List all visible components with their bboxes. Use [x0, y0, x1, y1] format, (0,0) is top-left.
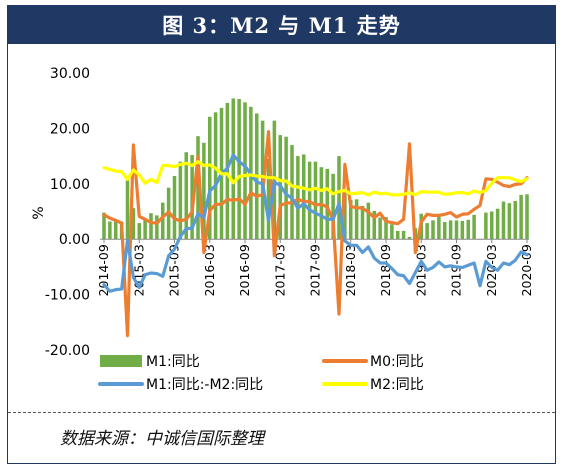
m1-bar: [313, 161, 318, 240]
m1-bar: [472, 214, 476, 240]
m1-bar: [272, 120, 277, 240]
m1-bar: [137, 223, 142, 240]
m1-bar: [343, 192, 347, 240]
m1-bar: [331, 173, 335, 240]
m1-bar: [519, 194, 523, 240]
x-tick-label: 2016-09: [237, 244, 252, 296]
m1-bar: [207, 116, 212, 240]
m1-bar: [372, 210, 377, 240]
m1-bar: [301, 154, 306, 240]
source-divider: [8, 412, 555, 413]
legend-m1-minus-m2-label: M1:同比:-M2:同比: [146, 377, 263, 393]
m1-bar: [131, 208, 136, 240]
m1-bar: [213, 112, 218, 240]
legend-m1-swatch: [100, 355, 142, 367]
x-tick-label: 2019-03: [413, 244, 428, 296]
x-tick-label: 2016-03: [202, 244, 217, 296]
legend-m1-label: M1:同比: [146, 354, 200, 370]
m1-bar: [507, 203, 512, 240]
m1-bar: [231, 98, 236, 240]
m1-bar: [108, 221, 112, 240]
m1-bar: [266, 158, 271, 240]
m1-bar: [225, 102, 230, 240]
m1-bar: [243, 102, 247, 240]
m1-bar: [390, 224, 394, 240]
figure-title: 图 3：M2 与 M1 走势: [8, 6, 555, 44]
m1-bar: [460, 220, 465, 240]
y-tick-label: 0.00: [59, 232, 90, 248]
y-tick-label: 30.00: [50, 66, 90, 82]
m1-bar: [448, 220, 453, 240]
m1-bar: [442, 222, 447, 240]
m1-bar: [384, 217, 388, 240]
y-axis-label: %: [31, 206, 47, 219]
x-tick-label: 2017-09: [308, 244, 323, 296]
m1-bar: [284, 136, 288, 240]
m1-bar: [360, 205, 365, 240]
figure-frame: 图 3：M2 与 M1 走势 数据来源：中诚信国际整理: [7, 5, 556, 464]
x-tick-label: 2017-03: [272, 244, 287, 296]
x-tick-label: 2020-03: [484, 244, 499, 296]
source-note: 数据来源：中诚信国际整理: [60, 429, 264, 449]
m1-bar: [155, 215, 159, 240]
m1-bar: [454, 220, 459, 240]
x-tick-label: 2018-03: [343, 244, 358, 296]
m1-bar: [407, 236, 412, 240]
m1-bar: [178, 161, 183, 240]
m1-bar: [196, 136, 200, 240]
m1-bar: [466, 219, 471, 240]
m1-bar: [348, 199, 353, 240]
m1-bar: [484, 212, 488, 240]
m1-bar: [172, 176, 177, 240]
x-tick-label: 2020-09: [519, 244, 534, 296]
m1-minus-m2-line: [102, 153, 529, 293]
y-tick-label: 10.00: [50, 177, 90, 193]
m1-bar: [431, 220, 435, 240]
m1-bar: [501, 201, 506, 240]
m1-bar: [296, 156, 300, 240]
m1-bar: [125, 180, 130, 240]
m1-bar: [437, 214, 441, 240]
m2-line: [102, 160, 529, 197]
m1-bar: [143, 218, 147, 240]
m1-bar: [325, 168, 330, 240]
m0-line: [102, 130, 529, 338]
x-tick-label: 2018-09: [378, 244, 393, 296]
m1-bar: [489, 211, 494, 240]
legend-m2-label: M2:同比: [370, 377, 424, 393]
y-tick-label: -10.00: [45, 288, 90, 304]
m1-bar: [102, 212, 106, 240]
m1-bar: [366, 202, 371, 240]
legend-m0-label: M0:同比: [370, 354, 424, 370]
m1-bar: [395, 230, 400, 240]
m1-bar: [160, 202, 165, 240]
m1-bar: [425, 223, 429, 240]
m1-bar: [184, 152, 189, 240]
m1-bar: [290, 145, 294, 240]
m1-bar: [113, 221, 118, 240]
m1-bar: [354, 199, 359, 240]
x-tick-label: 2014-09: [96, 244, 111, 296]
y-tick-label: 20.00: [50, 121, 90, 137]
m1-bar: [525, 194, 529, 240]
m1-bar: [378, 217, 382, 240]
m1-bar: [513, 200, 518, 240]
m1-bar: [202, 142, 206, 240]
y-tick-label: -20.00: [45, 343, 90, 359]
m1-bar: [495, 208, 500, 240]
m1-bar: [149, 213, 153, 240]
m1-bar: [401, 230, 406, 240]
m1-bar: [337, 156, 341, 240]
x-tick-label: 2019-09: [449, 244, 464, 296]
x-tick-label: 2015-09: [167, 244, 182, 296]
m1-bar: [237, 99, 241, 240]
